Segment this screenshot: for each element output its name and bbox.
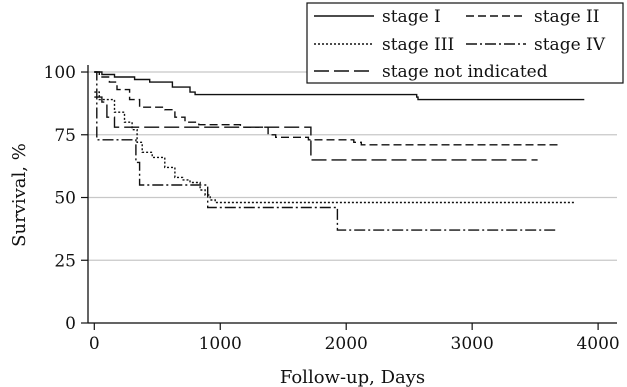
y-tick-label: 50 [54, 189, 76, 209]
series-lines [94, 71, 585, 231]
x-tick-label: 4000 [576, 334, 619, 354]
legend: stage I stage II stage III stage IV stage no… [306, 2, 624, 84]
x-tick-label: 2000 [325, 334, 368, 354]
x-tick-label: 3000 [451, 334, 494, 354]
y-tick-label: 25 [54, 251, 76, 271]
series-line-2 [94, 71, 561, 146]
y-tick-label: 0 [65, 314, 76, 334]
legend-label-3: stage III [382, 35, 454, 55]
x-axis-label: Follow-up, Days [280, 367, 425, 387]
x-tick-label: 0 [89, 334, 100, 354]
legend-label-2: stage II [534, 7, 599, 27]
legend-label-4: stage IV [534, 35, 606, 55]
y-tick-label: 75 [54, 126, 76, 146]
series-line-5 [94, 96, 538, 161]
x-tick-label: 1000 [199, 334, 242, 354]
series-line-1 [94, 71, 585, 101]
axes [81, 65, 617, 330]
y-axis-label: Survival, % [9, 143, 30, 247]
legend-label-1: stage I [382, 7, 441, 27]
legend-label-5: stage not indicated [382, 62, 548, 82]
series-line-3 [94, 91, 576, 204]
y-tick-label: 100 [44, 63, 76, 83]
series-line-4 [94, 71, 556, 231]
